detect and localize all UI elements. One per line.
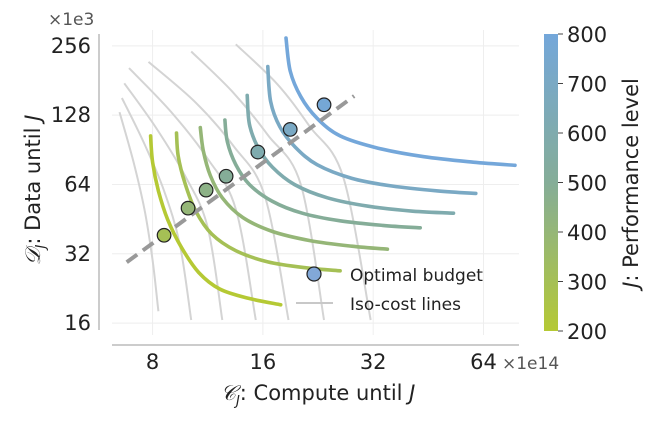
optimal-point-1: [180, 200, 196, 216]
iso-perf-curve-400: [198, 125, 390, 251]
optimal-point-3: [218, 168, 234, 184]
legend: Optimal budget Iso-cost lines: [296, 266, 483, 315]
legend-marker-optimal: [306, 266, 322, 282]
colorbar-tick-label-4: 600: [567, 122, 607, 146]
optimal-point-0: [156, 227, 172, 243]
iso-perf-curve-700: [266, 64, 478, 196]
y-axis-label: 𝒟J: Data until J: [21, 115, 49, 266]
optimal-point-2: [198, 182, 214, 198]
x-axis-label: 𝒞J: Compute until J: [221, 381, 416, 409]
iso-cost-lines: [118, 43, 372, 321]
legend-label-iso-cost: Iso-cost lines: [350, 295, 461, 315]
y-tick-label-0: 16: [64, 311, 91, 335]
y-tick-label-4: 256: [51, 34, 91, 58]
x-tick-labels: 8 16 32 64: [146, 350, 497, 374]
grid: [112, 30, 519, 335]
optimal-budget-points: [156, 97, 332, 243]
colorbar-tick-labels: 200 300 400 500 600 700 800: [558, 23, 607, 344]
colorbar-tick-label-0: 200: [567, 320, 607, 344]
iso-perf-curve-300: [174, 131, 342, 273]
iso-cost-line-2: [123, 82, 224, 321]
iso-performance-curves: [148, 36, 517, 307]
iso-perf-curve-500: [223, 118, 422, 230]
y-tick-labels: 16 32 64 128 256: [51, 34, 91, 335]
colorbar-gradient: [544, 34, 558, 331]
iso-cost-line-0: [118, 111, 160, 312]
iso-perf-curve-200: [148, 134, 283, 307]
colorbar-tick-label-3: 500: [567, 172, 607, 196]
x-tick-label-3: 64: [470, 350, 497, 374]
iso-cost-line-5: [190, 50, 325, 321]
x-multiplier: ×1e14: [502, 354, 559, 374]
x-tick-label-0: 8: [146, 350, 159, 374]
iso-cost-line-3: [128, 67, 257, 321]
y-tick-label-1: 32: [64, 242, 91, 266]
colorbar-tick-label-2: 400: [567, 221, 607, 245]
colorbar-tick-label-1: 300: [567, 271, 607, 295]
y-tick-label-2: 64: [64, 172, 91, 196]
x-tick-label-2: 32: [360, 350, 387, 374]
optimal-point-5: [282, 122, 298, 137]
colorbar-label: J: Performance level: [619, 78, 643, 292]
optimal-point-6: [316, 97, 332, 113]
colorbar-tick-label-6: 800: [567, 23, 607, 47]
y-tick-label-3: 128: [51, 103, 91, 127]
iso-perf-curve-600: [245, 93, 456, 215]
colorbar-tick-label-5: 700: [567, 73, 607, 97]
colorbar: 200 300 400 500 600 700 800 J: Performance lev…: [544, 23, 643, 344]
optimal-point-4: [250, 144, 266, 160]
iso-cost-line-1: [121, 97, 193, 321]
y-multiplier: ×1e3: [48, 10, 94, 30]
x-tick-label-1: 16: [250, 350, 277, 374]
iso-cost-line-4: [147, 61, 290, 321]
iso-perf-curve-800: [284, 36, 517, 168]
iso-cost-line-6: [235, 43, 372, 321]
legend-label-optimal: Optimal budget: [350, 266, 483, 286]
